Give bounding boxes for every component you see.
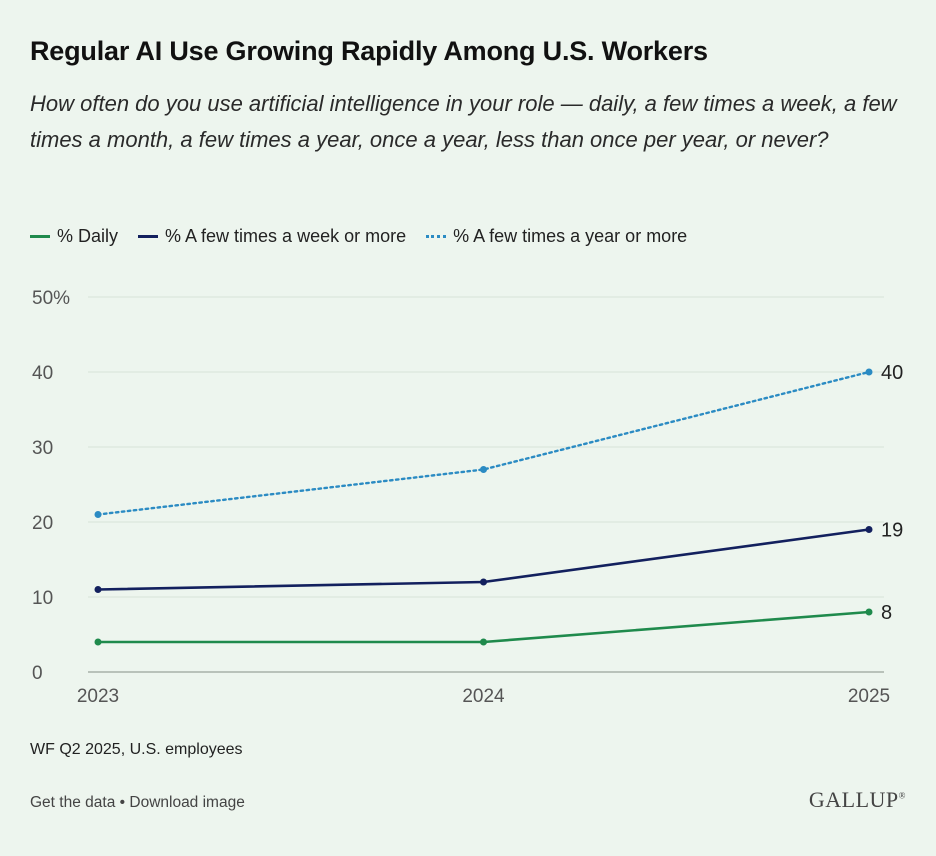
end-value-label: 40 <box>881 362 903 384</box>
download-image-link[interactable]: Download image <box>129 794 245 811</box>
legend-swatch-daily <box>30 235 50 238</box>
legend-label-weekly: % A few times a week or more <box>165 226 407 246</box>
data-point <box>94 638 102 646</box>
legend-label-yearly: % A few times a year or more <box>453 226 688 246</box>
data-point <box>480 466 487 473</box>
data-point <box>865 368 873 376</box>
end-value-label: 8 <box>881 602 892 624</box>
data-point <box>865 608 873 616</box>
legend-item-daily: % Daily <box>30 226 118 247</box>
gallup-logo-text: GALLUP <box>808 787 899 812</box>
legend-item-yearly: % A few times a year or more <box>426 226 687 247</box>
data-point <box>865 526 873 533</box>
footer-separator: • <box>119 794 126 811</box>
x-tick-label: 2023 <box>77 686 119 707</box>
y-tick-label: 50% <box>32 288 70 309</box>
y-tick-label: 30 <box>32 438 53 459</box>
footer-links: Get the data • Download image <box>30 794 245 812</box>
end-value-label: 19 <box>881 520 903 542</box>
data-point <box>94 511 102 518</box>
chart-title: Regular AI Use Growing Rapidly Among U.S… <box>30 36 708 66</box>
series-line-0 <box>98 610 870 644</box>
legend-swatch-weekly <box>138 235 159 238</box>
x-tick-label: 2025 <box>848 686 890 707</box>
legend-item-weekly: % A few times a week or more <box>138 226 406 247</box>
y-tick-label: 20 <box>32 513 53 534</box>
get-data-link[interactable]: Get the data <box>30 794 116 811</box>
data-point <box>94 586 102 593</box>
data-point <box>480 638 487 646</box>
legend-swatch-yearly <box>426 235 447 238</box>
series-line-2 <box>96 370 871 516</box>
chart-subtitle: How often do you use artificial intellig… <box>30 91 897 152</box>
legend-label-daily: % Daily <box>57 226 119 246</box>
y-tick-label: 10 <box>32 588 53 609</box>
y-tick-label: 0 <box>32 663 43 684</box>
y-tick-label: 40 <box>32 363 53 384</box>
data-point <box>480 578 487 586</box>
gallup-logo-mark: ® <box>898 790 906 801</box>
source-note: WF Q2 2025, U.S. employees <box>30 741 243 758</box>
x-tick-label: 2024 <box>462 686 505 707</box>
gallup-logo: GALLUP® <box>809 787 906 813</box>
legend: % Daily % A few times a week or more % A… <box>30 226 707 247</box>
